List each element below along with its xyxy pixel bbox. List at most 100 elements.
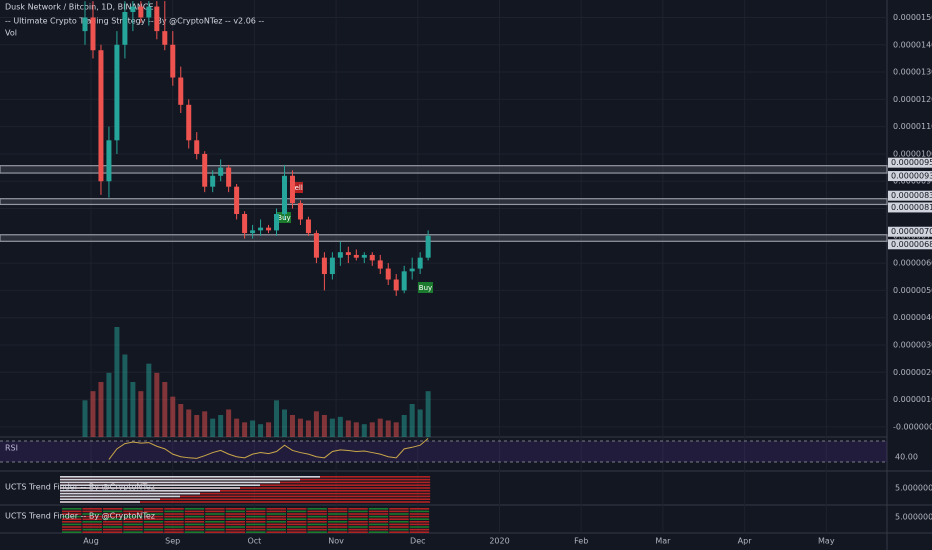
stripe <box>286 521 307 523</box>
stripe <box>307 523 327 526</box>
stripe <box>246 526 266 528</box>
volume-bar <box>186 409 192 437</box>
stripe <box>348 515 368 518</box>
stripe <box>205 510 225 513</box>
volume-bar <box>305 420 311 437</box>
volume-bar <box>218 415 224 437</box>
stripe <box>327 526 348 528</box>
stripe <box>266 518 286 520</box>
stripe <box>389 515 409 518</box>
stripe <box>205 518 225 520</box>
volume-bar <box>266 422 272 437</box>
y-tick-label: 0.00001500 <box>893 13 932 22</box>
volume-bar <box>178 404 184 437</box>
stripe <box>205 523 225 526</box>
stripe <box>246 523 266 526</box>
candle-body <box>282 175 287 214</box>
stripe <box>164 515 184 518</box>
volume-bar <box>242 422 248 437</box>
stripe <box>266 515 286 518</box>
stripe <box>102 518 123 520</box>
stripe <box>143 518 164 520</box>
candle-body <box>274 213 280 231</box>
zone <box>0 234 888 242</box>
stripe <box>348 518 368 520</box>
candle-body <box>138 6 144 18</box>
stripe <box>225 513 246 515</box>
stripe <box>184 523 205 526</box>
stripe <box>225 531 246 533</box>
stripe <box>123 513 143 515</box>
stripe <box>205 515 225 518</box>
price-label-box <box>888 239 932 250</box>
volume-bar <box>90 391 96 437</box>
stripe <box>307 508 327 510</box>
stripe <box>327 523 348 526</box>
stripe <box>409 526 430 528</box>
trend-stripes <box>60 476 431 533</box>
y-tick-label: 0.00001400 <box>893 40 932 49</box>
stripe <box>102 531 123 533</box>
stripe <box>62 528 82 531</box>
stripe <box>164 521 184 523</box>
candle-body <box>393 279 399 291</box>
candle-body <box>369 254 375 261</box>
volume-bar <box>361 424 367 437</box>
stripe <box>62 510 82 513</box>
stripe <box>102 521 123 523</box>
stripe <box>266 528 286 531</box>
volume-bar <box>337 416 343 437</box>
candle-body <box>194 140 200 154</box>
x-tick-label: Mar <box>655 537 671 546</box>
volume-bar <box>409 404 415 437</box>
stripe <box>62 513 82 515</box>
stripe <box>102 526 123 528</box>
stripe <box>123 528 143 531</box>
volume-bar <box>138 391 144 437</box>
stripe <box>246 521 266 523</box>
stripe <box>266 513 286 515</box>
stripe <box>60 495 180 498</box>
stripe <box>143 515 164 518</box>
stripe <box>184 518 205 520</box>
volume-bar <box>274 400 280 437</box>
rsi-band <box>0 440 887 463</box>
volume-bar <box>282 409 287 437</box>
stripe <box>266 526 286 528</box>
candle-body <box>98 50 104 182</box>
price-label-box <box>888 190 932 201</box>
stripe <box>368 528 389 531</box>
rsi-label: RSI <box>5 444 18 453</box>
stripe <box>62 521 82 523</box>
candle-body <box>202 153 208 187</box>
stripe <box>62 526 82 528</box>
candle-body <box>401 271 407 291</box>
stripe <box>143 513 164 515</box>
stripe <box>409 523 430 526</box>
stripe <box>307 531 327 533</box>
volume-bar <box>106 372 112 437</box>
stripe <box>164 523 184 526</box>
stripe <box>348 523 368 526</box>
candle-body <box>146 6 152 18</box>
candle-body <box>425 235 431 258</box>
y-tick-label: 5.00000000 <box>895 484 932 493</box>
signal-label: Sell <box>290 184 303 192</box>
stripe <box>205 513 225 515</box>
stripe <box>246 515 266 518</box>
volume-bar <box>313 411 319 437</box>
y-tick-label: 0.00001100 <box>893 122 932 131</box>
volume-bar <box>82 400 88 437</box>
y-tick-label: 0.00001300 <box>893 68 932 77</box>
candle-body <box>409 268 415 272</box>
volume-bar <box>377 418 383 437</box>
x-tick-label: Sep <box>165 537 180 546</box>
volume-bar <box>369 422 375 437</box>
stripe <box>409 518 430 520</box>
stripe <box>368 515 389 518</box>
stripe <box>60 490 220 492</box>
volume-bar <box>122 354 128 437</box>
candle-body <box>321 257 327 275</box>
stripe <box>164 518 184 520</box>
stripe <box>225 510 246 513</box>
